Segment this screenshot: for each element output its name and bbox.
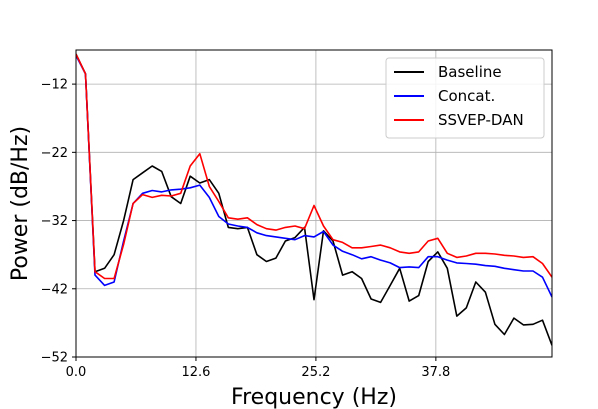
x-tick-label: 12.6 [181, 365, 210, 380]
series-line-concat [76, 55, 552, 298]
legend-label-concat: Concat. [438, 87, 495, 105]
y-tick-label: −32 [41, 214, 68, 229]
y-axis-label: Power (dB/Hz) [8, 126, 33, 281]
y-axis-ticks: −52 −42 −32 −22 −12 [41, 78, 76, 366]
series-line-baseline [76, 53, 552, 346]
series-line-ssvep-dan [76, 53, 552, 280]
y-tick-label: −42 [41, 282, 68, 297]
y-tick-label: −12 [41, 78, 68, 93]
y-tick-label: −22 [41, 146, 68, 161]
x-axis-ticks: 0.0 12.6 25.2 37.8 [66, 357, 450, 380]
y-tick-label: −52 [41, 351, 68, 366]
plot-frame [75, 49, 553, 358]
x-tick-label: 0.0 [66, 365, 87, 380]
legend-label-ssvep-dan: SSVEP-DAN [438, 111, 524, 129]
x-axis-label: Frequency (Hz) [231, 385, 397, 409]
legend-box [385, 57, 545, 139]
legend-label-baseline: Baseline [438, 63, 502, 81]
x-tick-label: 25.2 [301, 365, 330, 380]
series-lines [76, 53, 552, 346]
x-tick-label: 37.8 [421, 365, 450, 380]
legend: Baseline Concat. SSVEP-DAN [385, 57, 545, 139]
